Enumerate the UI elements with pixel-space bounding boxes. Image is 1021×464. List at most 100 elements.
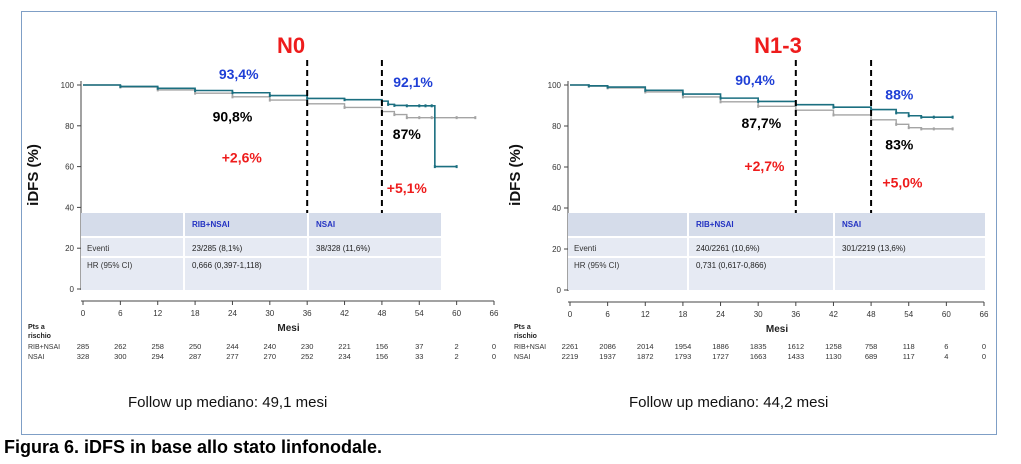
censor-mark: [430, 116, 433, 120]
censor-mark: [832, 105, 835, 109]
at-risk-value: 0: [492, 342, 496, 351]
at-risk-value: 1835: [750, 342, 767, 351]
annotation-label: 87%: [393, 126, 422, 142]
censor-mark: [606, 85, 609, 89]
censor-mark: [951, 115, 954, 119]
censor-mark: [681, 92, 684, 96]
at-risk-value: 234: [338, 352, 351, 361]
at-risk-value: 1954: [675, 342, 692, 351]
at-risk-value: 2086: [599, 342, 616, 351]
censor-mark: [587, 84, 590, 88]
x-tick-label: 48: [377, 309, 386, 318]
censor-mark: [832, 113, 835, 117]
at-risk-value: 221: [338, 342, 351, 351]
table-header-nsai: NSAI: [316, 220, 335, 229]
x-tick-label: 60: [452, 309, 461, 318]
at-risk-value: 270: [264, 352, 277, 361]
at-risk-value: 0: [982, 352, 986, 361]
censor-mark: [343, 105, 346, 109]
at-risk-value: 277: [226, 352, 239, 361]
table-row-hr: [81, 257, 441, 290]
table-cell-rib: 0,731 (0,617-0,866): [696, 261, 767, 270]
censor-mark: [644, 88, 647, 92]
censor-mark: [433, 165, 436, 169]
at-risk-value: 1663: [750, 352, 767, 361]
censor-mark: [119, 84, 122, 88]
table-row-label: Eventi: [574, 244, 596, 253]
at-risk-value: 33: [415, 352, 423, 361]
censor-mark: [455, 165, 458, 169]
at-risk-value: 4: [944, 352, 948, 361]
table-row-label: HR (95% CI): [574, 261, 620, 270]
at-risk-value: 37: [415, 342, 423, 351]
censor-mark: [194, 91, 197, 95]
at-risk-value: 2: [455, 342, 459, 351]
at-risk-value: 1886: [712, 342, 729, 351]
at-risk-value: 6: [944, 342, 948, 351]
x-tick-label: 0: [81, 309, 86, 318]
table-row-label: HR (95% CI): [87, 261, 133, 270]
table-header-row: [568, 213, 985, 237]
at-risk-value: 287: [189, 352, 202, 361]
censor-mark: [895, 122, 898, 126]
censor-mark: [418, 104, 421, 108]
at-risk-value: 2014: [637, 342, 654, 351]
x-tick-label: 12: [153, 309, 162, 318]
table-header-nsai: NSAI: [842, 220, 861, 229]
x-tick-label: 66: [980, 310, 989, 319]
x-tick-label: 54: [904, 310, 913, 319]
at-risk-value: 230: [301, 342, 314, 351]
y-tick-label: 0: [70, 285, 75, 294]
at-risk-value: 240: [264, 342, 277, 351]
x-tick-label: 60: [942, 310, 951, 319]
x-tick-label: 48: [867, 310, 876, 319]
censor-mark: [268, 98, 271, 102]
censor-mark: [231, 91, 234, 95]
censor-mark: [231, 95, 234, 99]
at-risk-value: 252: [301, 352, 314, 361]
censor-mark: [719, 96, 722, 100]
y-tick-label: 20: [552, 245, 561, 254]
x-tick-label: 24: [716, 310, 725, 319]
table-header-rib: RIB+NSAI: [696, 220, 734, 229]
table-row-eventi: [81, 237, 441, 257]
table-cell-rib: 240/2261 (10,6%): [696, 244, 760, 253]
annotation-label: 88%: [885, 86, 914, 102]
x-tick-label: 30: [265, 309, 274, 318]
at-risk-value: 689: [865, 352, 878, 361]
at-risk-value: 758: [865, 342, 878, 351]
followup-text-n0: Follow up mediano: 49,1 mesi: [128, 394, 328, 411]
censor-mark: [681, 95, 684, 99]
at-risk-value: 294: [151, 352, 164, 361]
figure-caption: Figura 6. iDFS in base allo stato linfon…: [4, 437, 383, 457]
x-axis-label: Mesi: [766, 324, 788, 335]
x-tick-label: 24: [228, 309, 237, 318]
censor-mark: [393, 113, 396, 117]
censor-mark: [951, 127, 954, 131]
y-tick-label: 80: [552, 122, 561, 131]
censor-mark: [393, 103, 396, 107]
at-risk-value: 118: [903, 342, 915, 351]
at-risk-label: RIB+NSAI: [514, 344, 546, 351]
y-axis-label: iDFS (%): [507, 144, 524, 206]
at-risk-value: 2: [455, 352, 459, 361]
y-tick-label: 40: [65, 203, 74, 212]
censor-mark: [920, 115, 923, 119]
censor-mark: [474, 116, 477, 120]
censor-mark: [757, 104, 760, 108]
x-tick-label: 0: [568, 310, 573, 319]
annotation-label: 90,8%: [213, 109, 253, 125]
at-risk-title: Pts a rischio: [514, 324, 537, 340]
at-risk-value: 1258: [825, 342, 842, 351]
censor-mark: [932, 127, 935, 131]
at-risk-value: 285: [77, 342, 90, 351]
annotation-label: 93,4%: [219, 66, 259, 82]
censor-mark: [870, 118, 873, 122]
censor-mark: [343, 98, 346, 102]
censor-mark: [719, 100, 722, 104]
figure-frame: [21, 11, 997, 435]
annotation-label: 92,1%: [393, 74, 433, 90]
table-cell-nsai: 38/328 (11,6%): [316, 244, 370, 253]
